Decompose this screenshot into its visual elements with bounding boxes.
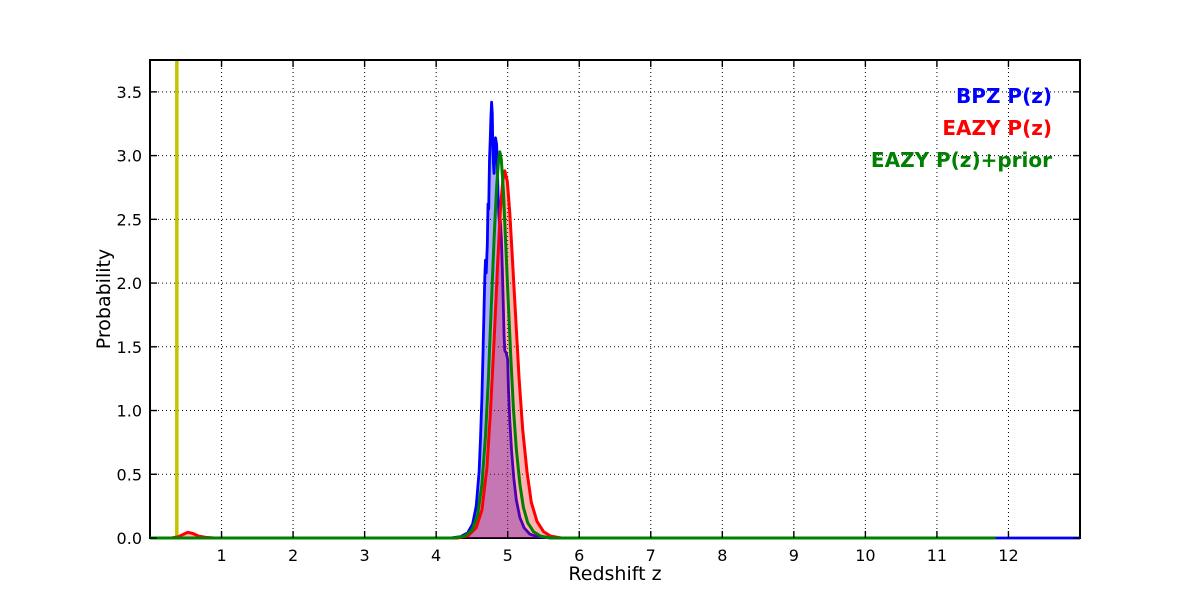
- y-axis-label: Probability: [93, 248, 115, 350]
- legend-item-eazy: EAZY P(z): [942, 116, 1052, 140]
- curve-line-1: [150, 169, 996, 540]
- curve-line-2: [150, 150, 996, 540]
- y-tick-label: 0.0: [117, 529, 142, 548]
- y-tick-label: 1.5: [117, 338, 142, 357]
- legend-item-eazy-prior: EAZY P(z)+prior: [870, 148, 1052, 172]
- x-tick-label: 7: [646, 546, 656, 565]
- x-tick-label: 12: [998, 546, 1018, 565]
- x-tick-label: 1: [216, 546, 226, 565]
- curve-line-0: [150, 100, 1080, 540]
- x-axis-label: Redshift z: [568, 563, 662, 585]
- x-tick-label: 10: [855, 546, 875, 565]
- legend-item-bpz: BPZ P(z): [956, 84, 1052, 108]
- curve-fill-1: [150, 170, 996, 538]
- legend: BPZ P(z) EAZY P(z) EAZY P(z)+prior: [871, 80, 1052, 176]
- x-tick-label: 6: [574, 546, 584, 565]
- y-tick-label: 0.5: [117, 465, 142, 484]
- y-tick-label: 3.5: [117, 83, 142, 102]
- y-tick-label: 1.0: [117, 402, 142, 421]
- y-tick-label: 2.0: [117, 274, 142, 293]
- x-tick-label: 2: [288, 546, 298, 565]
- y-tick-label: 2.5: [117, 210, 142, 229]
- x-tick-label: 4: [431, 546, 441, 565]
- x-tick-label: 11: [927, 546, 947, 565]
- x-tick-label: 5: [503, 546, 513, 565]
- y-tick-label: 3.0: [117, 147, 142, 166]
- x-tick-label: 3: [360, 546, 370, 565]
- x-tick-label: 8: [717, 546, 727, 565]
- x-tick-label: 9: [789, 546, 799, 565]
